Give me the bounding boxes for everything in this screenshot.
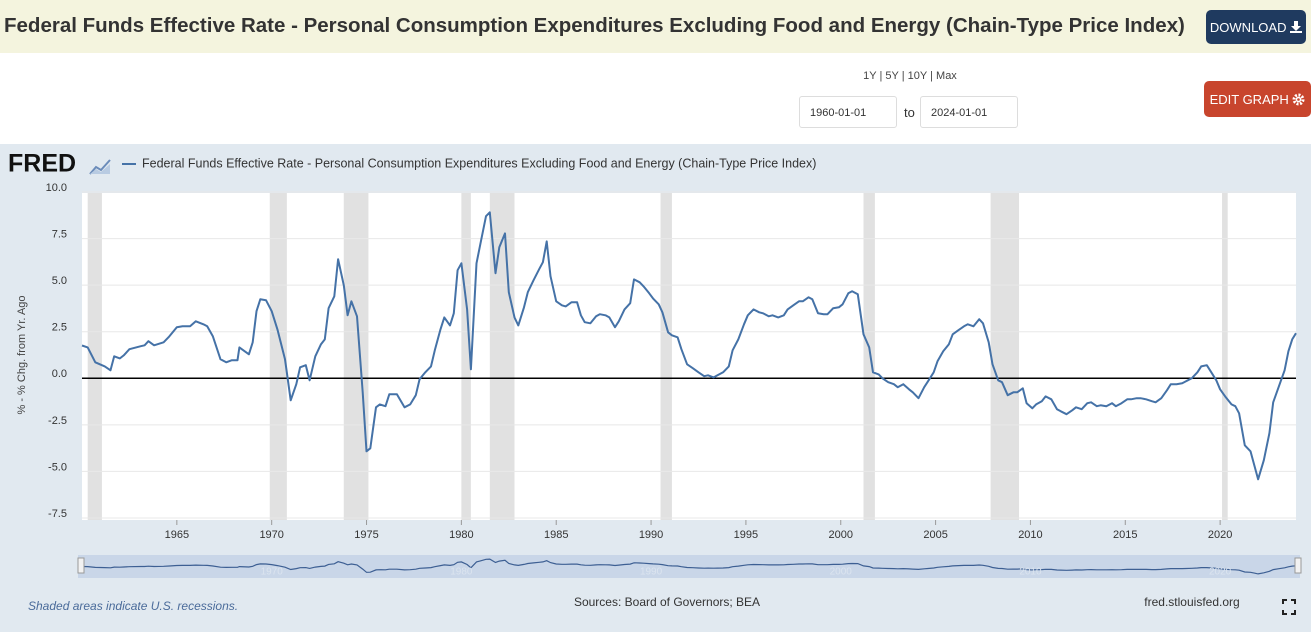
recession-band bbox=[87, 193, 102, 520]
y-axis-label: % - % Chg. from Yr. Ago bbox=[16, 295, 28, 414]
y-tick-label: -2.5 bbox=[48, 415, 67, 427]
x-tick-label: 2005 bbox=[923, 529, 947, 541]
footer-note: Shaded areas indicate U.S. recessions. bbox=[28, 599, 238, 613]
footer-site: fred.stlouisfed.org bbox=[1144, 595, 1239, 609]
recession-band bbox=[990, 193, 1020, 520]
x-tick-label: 1975 bbox=[354, 529, 378, 541]
x-tick-label: 1980 bbox=[449, 529, 473, 541]
download-button[interactable]: DOWNLOAD bbox=[1206, 10, 1306, 44]
footer-sources: Sources: Board of Governors; BEA bbox=[574, 595, 760, 609]
navigator-tick-label: 1990 bbox=[640, 567, 663, 578]
page-title: Federal Funds Effective Rate - Personal … bbox=[4, 14, 1185, 37]
range-option[interactable]: Max bbox=[936, 70, 957, 82]
recession-band bbox=[863, 193, 875, 520]
x-tick-label: 1965 bbox=[165, 529, 189, 541]
navigator-tick-label: 2000 bbox=[830, 567, 853, 578]
download-label[interactable]: DOWNLOAD bbox=[1209, 19, 1287, 35]
y-tick-label: -7.5 bbox=[48, 508, 67, 520]
logo-icon-fill bbox=[90, 164, 110, 174]
x-tick-label: 1995 bbox=[734, 529, 758, 541]
range-selector: 1Y | 5Y | 10Y | Max bbox=[863, 70, 957, 82]
edit-graph-button[interactable]: EDIT GRAPH bbox=[1204, 81, 1311, 117]
navigator-handle bbox=[1294, 557, 1302, 574]
y-tick-label: 7.5 bbox=[52, 228, 67, 240]
navigator-handle bbox=[77, 557, 85, 574]
start-date[interactable]: 1960-01-01 bbox=[799, 96, 897, 128]
recession-band bbox=[343, 193, 369, 520]
edit-graph-label[interactable]: EDIT GRAPH bbox=[1209, 91, 1289, 107]
navigator-bg bbox=[78, 555, 1300, 578]
recession-band bbox=[269, 193, 287, 520]
navigator-tick-label: 1970 bbox=[261, 567, 284, 578]
fullscreen-icon[interactable] bbox=[1282, 599, 1296, 615]
recession-band bbox=[461, 193, 471, 520]
navigator-tick-label: 2010 bbox=[1019, 567, 1042, 578]
y-tick-label: 0.0 bbox=[52, 368, 67, 380]
x-tick-label: 2020 bbox=[1208, 529, 1232, 541]
x-tick-label: 1985 bbox=[544, 529, 568, 541]
gear-icon[interactable] bbox=[1292, 93, 1305, 106]
x-tick-label: 1990 bbox=[639, 529, 663, 541]
range-option[interactable]: 5Y bbox=[885, 70, 899, 82]
series-line bbox=[81, 211, 1297, 481]
legend-label: Federal Funds Effective Rate - Personal … bbox=[142, 156, 816, 170]
recession-band bbox=[1222, 193, 1228, 520]
navigator-line bbox=[81, 558, 1297, 575]
x-tick-label: 2000 bbox=[829, 529, 853, 541]
y-tick-label: 5.0 bbox=[52, 275, 67, 287]
y-tick-label: 10.0 bbox=[46, 182, 67, 194]
navigator-tick-label: 1980 bbox=[450, 567, 473, 578]
logo-icon bbox=[89, 159, 111, 175]
range-option[interactable]: 10Y bbox=[907, 70, 928, 82]
x-tick-label: 2010 bbox=[1018, 529, 1042, 541]
chart-panel: FRED Federal Funds Effective Rate - Pers… bbox=[0, 144, 1311, 632]
fred-logo: FRED bbox=[8, 150, 76, 178]
y-tick-label: 2.5 bbox=[52, 322, 67, 334]
range-option[interactable]: 1Y bbox=[863, 70, 877, 82]
recession-band bbox=[660, 193, 672, 520]
header: Federal Funds Effective Rate - Personal … bbox=[0, 0, 1311, 53]
y-tick-label: -5.0 bbox=[48, 461, 67, 473]
download-icon[interactable] bbox=[1290, 21, 1303, 33]
to-label: to bbox=[904, 105, 915, 120]
x-tick-label: 2015 bbox=[1113, 529, 1137, 541]
x-tick-label: 1970 bbox=[259, 529, 283, 541]
navigator-tick-label: 2020 bbox=[1209, 567, 1232, 578]
end-date[interactable]: 2024-01-01 bbox=[920, 96, 1018, 128]
